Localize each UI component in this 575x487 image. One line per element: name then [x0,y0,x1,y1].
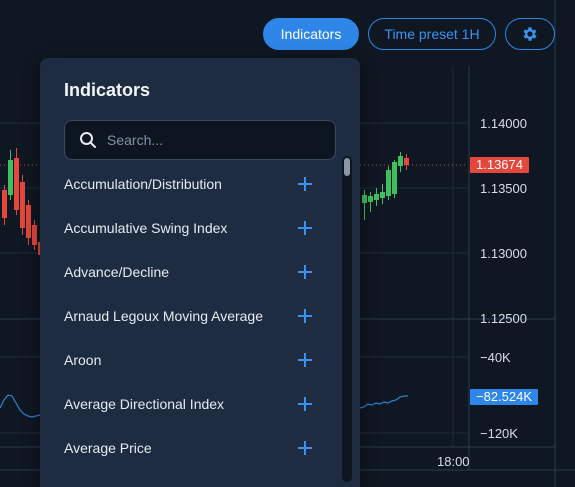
plus-icon[interactable] [298,353,312,367]
indicator-line-right [359,395,408,409]
candle-body [20,182,25,228]
time-preset-button[interactable]: Time preset 1H [368,18,496,50]
current-price-tag: 1.13674 [470,157,529,173]
list-item-label: Average Price [64,440,152,456]
current-indicator-tag: −82.524K [470,389,539,405]
plus-icon[interactable] [298,177,312,191]
list-item[interactable]: Advance/Decline [40,250,340,294]
list-item-label: Arnaud Legoux Moving Average [64,308,263,324]
candle-body [374,194,379,200]
candle-body [14,158,19,210]
candle-body [368,196,373,202]
price-axis-label: 1.13500 [480,181,527,196]
search-icon [79,131,97,149]
list-item[interactable]: Aroon [40,338,340,382]
plus-icon[interactable] [298,397,312,411]
panel-title: Indicators [64,80,151,100]
scrollbar-thumb[interactable] [344,158,350,176]
list-item-label: Accumulative Swing Index [64,220,228,236]
candle-body [380,192,385,198]
search-box[interactable] [64,120,336,160]
list-item[interactable]: Accumulation/Distribution [40,162,340,206]
list-item-label: Accumulation/Distribution [64,176,222,192]
plus-icon[interactable] [298,309,312,323]
list-item-label: Aroon [64,352,102,368]
search-input[interactable] [107,132,335,148]
indicator-axis-label: −40K [480,350,511,365]
candle-body [32,225,37,245]
list-item[interactable]: Average Price [40,426,340,470]
price-axis-label: 1.12500 [480,311,527,326]
candle-body [398,156,403,166]
list-item[interactable]: Arnaud Legoux Moving Average [40,294,340,338]
settings-button[interactable] [505,18,555,50]
indicator-line-left [0,394,41,418]
candle-body [404,158,409,165]
indicators-panel: Indicators Accumulation/Distribution Acc… [40,58,360,487]
price-axis-label: 1.14000 [480,116,527,131]
indicator-list: Accumulation/Distribution Accumulative S… [40,162,340,470]
plus-icon[interactable] [298,441,312,455]
candle-body [392,162,397,194]
scrollbar[interactable] [342,156,352,482]
candle-body [26,205,31,238]
list-item-label: Average Directional Index [64,396,225,412]
candle-body [8,160,13,195]
candle-body [2,190,7,218]
gear-icon [523,27,537,41]
candle-body [386,170,391,196]
list-item-label: Advance/Decline [64,264,170,280]
indicator-axis-label: −120K [480,426,518,441]
list-item[interactable]: Average Directional Index [40,382,340,426]
plus-icon[interactable] [298,221,312,235]
time-axis-label: 18:00 [437,454,470,469]
plus-icon[interactable] [298,265,312,279]
price-axis-label: 1.13000 [480,246,527,261]
list-item[interactable]: Accumulative Swing Index [40,206,340,250]
candle-body [362,195,367,203]
indicators-button[interactable]: Indicators [263,18,359,50]
